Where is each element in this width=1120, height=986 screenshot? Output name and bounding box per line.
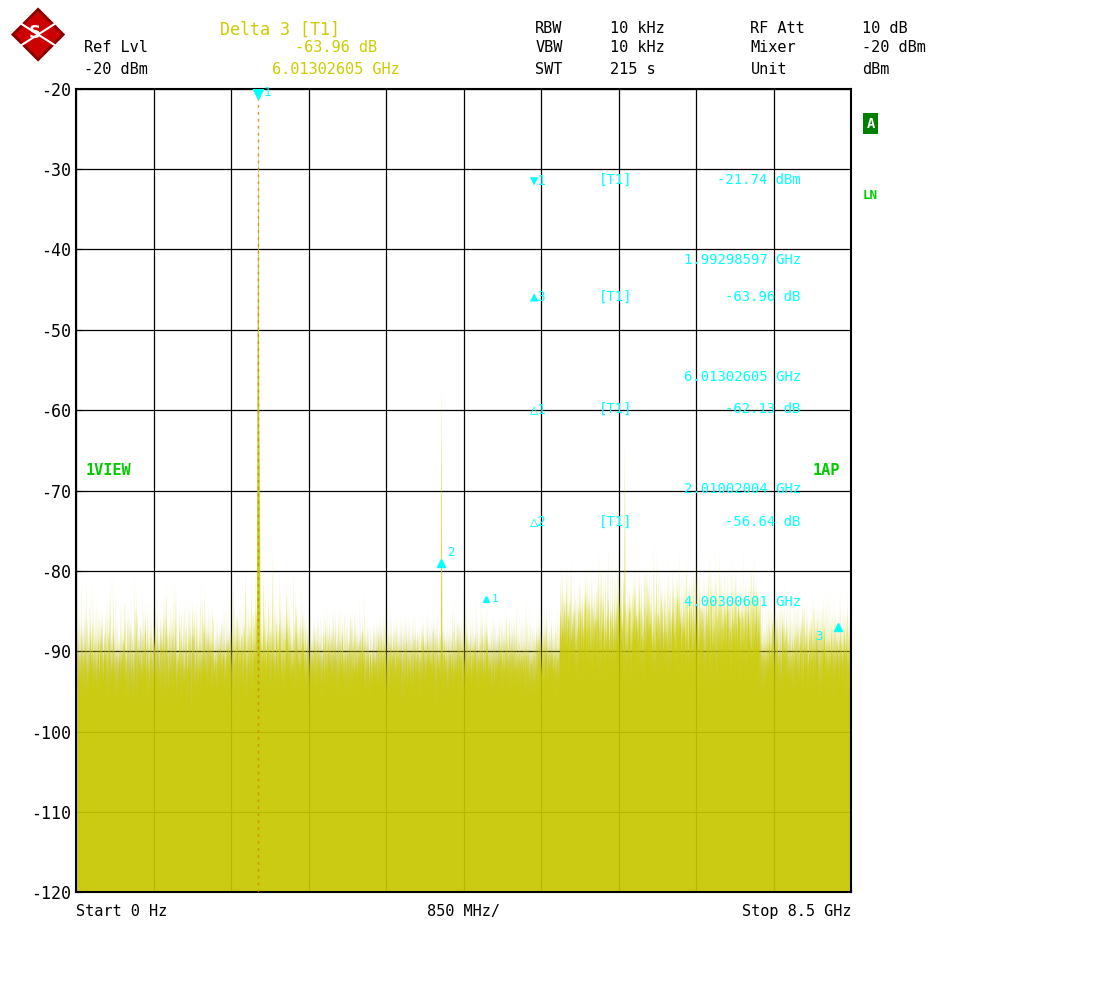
Text: 10 kHz: 10 kHz xyxy=(610,21,665,35)
Text: 10 dB: 10 dB xyxy=(862,21,908,35)
Text: Start 0 Hz: Start 0 Hz xyxy=(76,904,167,919)
Text: △1: △1 xyxy=(530,402,547,416)
Text: LN: LN xyxy=(864,189,878,202)
Text: 1: 1 xyxy=(492,594,498,604)
Text: dBm: dBm xyxy=(862,62,889,77)
Text: -20 dBm: -20 dBm xyxy=(862,40,926,55)
Polygon shape xyxy=(13,9,63,59)
Text: △2: △2 xyxy=(530,515,547,528)
Text: A: A xyxy=(867,117,875,131)
Text: [T1]: [T1] xyxy=(599,402,633,416)
Text: 2.01002004 GHz: 2.01002004 GHz xyxy=(683,482,801,497)
Text: [T1]: [T1] xyxy=(599,174,633,187)
Text: 1.99298597 GHz: 1.99298597 GHz xyxy=(683,253,801,267)
Text: -56.64 dB: -56.64 dB xyxy=(726,515,801,528)
Text: ▲3: ▲3 xyxy=(530,290,547,304)
Text: -63.96 dB: -63.96 dB xyxy=(726,290,801,304)
Text: 6.01302605 GHz: 6.01302605 GHz xyxy=(683,370,801,384)
Text: Stop 8.5 GHz: Stop 8.5 GHz xyxy=(741,904,851,919)
Text: 10 kHz: 10 kHz xyxy=(610,40,665,55)
Text: ▼1: ▼1 xyxy=(530,174,547,187)
Text: 215 s: 215 s xyxy=(610,62,656,77)
Text: VBW: VBW xyxy=(535,40,562,55)
Text: 1VIEW: 1VIEW xyxy=(85,463,131,478)
Text: -63.96 dB: -63.96 dB xyxy=(295,40,377,55)
Text: 1AP: 1AP xyxy=(812,463,840,478)
Text: Delta 3 [T1]: Delta 3 [T1] xyxy=(220,21,340,38)
Text: 850 MHz/: 850 MHz/ xyxy=(427,904,501,919)
Text: S: S xyxy=(29,24,41,42)
Text: RF Att: RF Att xyxy=(750,21,805,35)
Text: Unit: Unit xyxy=(750,62,787,77)
Text: -21.74 dBm: -21.74 dBm xyxy=(717,174,801,187)
Text: SWT: SWT xyxy=(535,62,562,77)
Text: 4.00300601 GHz: 4.00300601 GHz xyxy=(683,595,801,609)
Text: Mixer: Mixer xyxy=(750,40,796,55)
Text: 2: 2 xyxy=(447,546,454,559)
Text: [T1]: [T1] xyxy=(599,290,633,304)
Text: 6.01302605 GHz: 6.01302605 GHz xyxy=(272,62,400,77)
Text: -62.13 dB: -62.13 dB xyxy=(726,402,801,416)
Text: [T1]: [T1] xyxy=(599,515,633,528)
Text: Ref Lvl: Ref Lvl xyxy=(84,40,148,55)
Text: 3: 3 xyxy=(814,630,822,643)
Text: RBW: RBW xyxy=(535,21,562,35)
Text: 1: 1 xyxy=(263,86,271,100)
Text: -20 dBm: -20 dBm xyxy=(84,62,148,77)
